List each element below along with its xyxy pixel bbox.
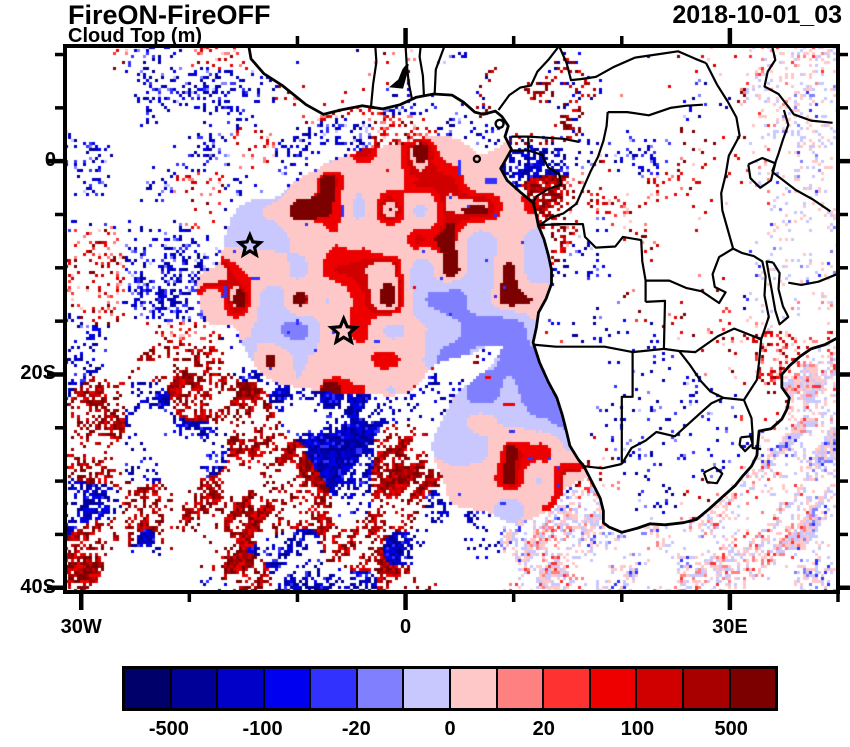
colorbar-label: -500: [148, 718, 189, 740]
colorbar-cell-10: [588, 669, 636, 708]
y-axis-label: 40S: [20, 575, 56, 598]
colorbar-label: 500: [714, 718, 748, 740]
colorbar-label: 20: [532, 718, 555, 740]
colorbar-label: -100: [242, 718, 283, 740]
plot-subtitle: Cloud Top (m): [68, 25, 203, 47]
colorbar-cell-7: [449, 669, 496, 708]
colorbar: -500 -100 -20 0 20 100 500: [122, 666, 778, 740]
colorbar-cell-8: [495, 669, 543, 708]
colorbar-cells: [122, 666, 778, 711]
colorbar-cell-1: [169, 669, 217, 708]
colorbar-cell-12: [681, 669, 729, 708]
colorbar-cell-11: [635, 669, 682, 708]
x-axis-label: 0: [399, 616, 412, 638]
y-axis-label: 0: [44, 149, 56, 172]
colorbar-cell-2: [216, 669, 263, 708]
colorbar-cell-0: [125, 669, 170, 708]
colorbar-cell-5: [355, 669, 403, 708]
plot-title: FireON-FireOFF: [68, 0, 271, 30]
colorbar-label: 100: [620, 718, 655, 740]
x-axis-label: 30E: [712, 616, 748, 638]
colorbar-cell-9: [542, 669, 589, 708]
y-axis-label: 20S: [20, 362, 56, 385]
colorbar-cell-3: [262, 669, 310, 708]
plot-timestamp: 2018-10-01_03: [672, 1, 842, 29]
colorbar-label: 0: [444, 718, 456, 740]
colorbar-cell-13: [728, 669, 776, 708]
colorbar-label: -20: [341, 718, 371, 740]
colorbar-cell-6: [402, 669, 450, 708]
x-axis-label: 30W: [60, 616, 102, 638]
colorbar-cell-4: [309, 669, 356, 708]
